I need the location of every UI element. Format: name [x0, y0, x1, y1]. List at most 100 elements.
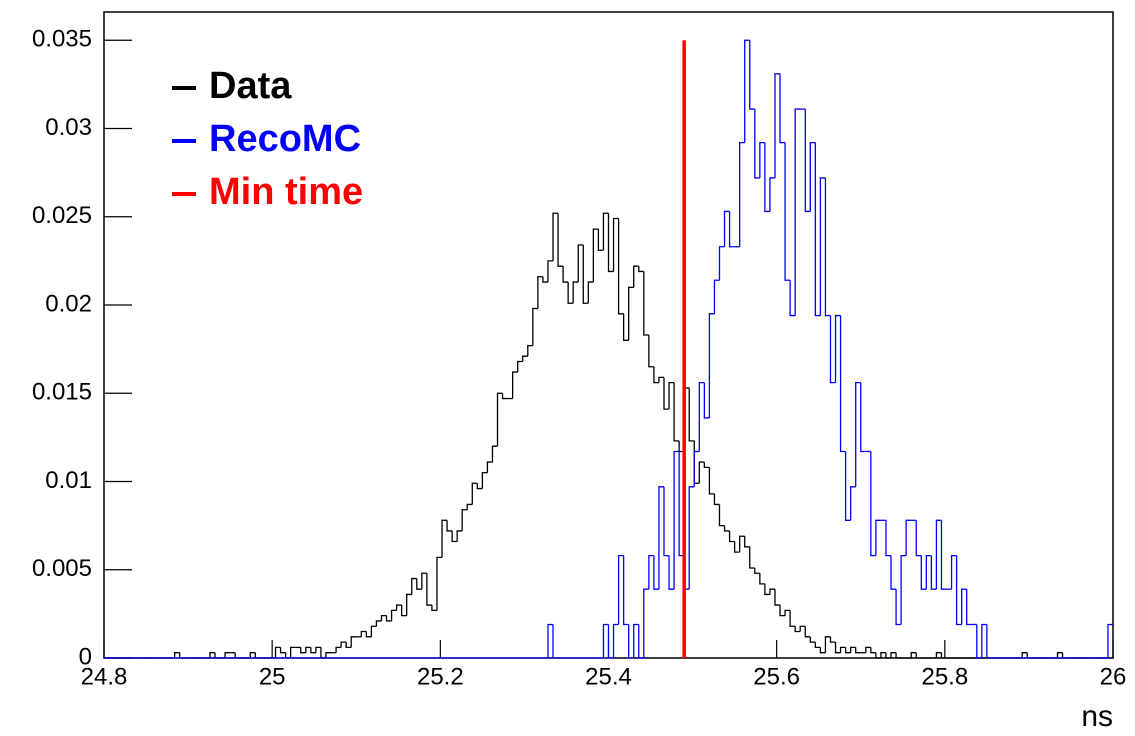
histogram-bin — [955, 555, 962, 626]
legend-label: RecoMC — [209, 118, 361, 160]
y-tick-label: 0.005 — [32, 555, 92, 582]
histogram-bin — [915, 520, 922, 557]
histogram-bin — [522, 355, 528, 362]
histogram-bin — [794, 108, 801, 316]
histogram-bin — [607, 213, 614, 273]
histogram-bin — [910, 652, 917, 658]
histogram-bin — [663, 377, 670, 410]
histogram-bin — [622, 313, 629, 341]
histogram-bin — [617, 218, 624, 315]
histogram-bin — [350, 636, 357, 648]
histogram-bin — [688, 486, 695, 590]
legend-label: Min time — [209, 171, 363, 213]
x-tick-label: 25.2 — [417, 663, 464, 690]
histogram-bin — [940, 520, 947, 590]
x-tick-label: 25.6 — [753, 663, 800, 690]
histogram-bin — [537, 276, 543, 309]
histogram-bin — [733, 541, 740, 553]
histogram-bin — [774, 589, 781, 606]
histogram-bin — [612, 217, 619, 272]
histogram-bin — [335, 646, 342, 653]
histogram-bin — [1026, 652, 1033, 659]
histogram-bin — [360, 630, 367, 637]
histogram-bin — [764, 583, 770, 596]
histogram-bin — [648, 554, 654, 590]
histogram-bin — [754, 567, 760, 574]
histogram-bin — [290, 646, 296, 658]
histogram-bin — [284, 652, 291, 659]
histogram-bin — [607, 624, 614, 659]
histogram-bin — [754, 109, 760, 179]
histogram-bin — [466, 503, 473, 510]
histogram-bin — [279, 647, 286, 654]
histogram-bin — [870, 647, 876, 654]
histogram-bin — [723, 210, 730, 247]
histogram-bin — [703, 462, 710, 469]
histogram-bin — [587, 281, 594, 304]
histogram-bin — [981, 623, 987, 658]
histogram-bin — [844, 451, 851, 521]
histogram-bin — [456, 530, 463, 542]
histogram-bin — [668, 555, 675, 590]
histogram-bin — [602, 623, 609, 658]
histogram-bin — [880, 652, 886, 658]
histogram-bin — [491, 445, 498, 463]
histogram-bin — [708, 313, 715, 418]
histogram-bin — [421, 572, 427, 590]
y-tick-label: 0 — [79, 643, 92, 670]
histogram-bin — [668, 382, 675, 410]
histogram-bin — [658, 486, 664, 590]
histogram-bin — [713, 279, 720, 314]
histogram-bin — [173, 652, 180, 658]
histogram-bin — [890, 555, 897, 590]
histogram-bin — [653, 366, 659, 384]
histogram-bin — [703, 382, 710, 419]
histogram-bin — [834, 642, 841, 654]
histogram-bin — [416, 578, 422, 590]
histogram-bin — [855, 382, 861, 487]
histogram-bin — [814, 642, 821, 649]
histogram-bin — [562, 266, 569, 283]
histogram-bin — [875, 519, 881, 556]
histogram-bin — [749, 546, 755, 569]
histogram-bin — [557, 213, 564, 267]
histogram-bin — [834, 314, 841, 383]
histogram-bin — [542, 276, 548, 283]
histogram-bin — [814, 142, 821, 317]
histogram-bin — [547, 260, 554, 283]
histogram-bin — [855, 647, 861, 654]
histogram-bin — [829, 636, 836, 643]
histogram-bin — [224, 652, 231, 658]
histogram-bin — [688, 387, 695, 442]
histogram-bin — [648, 335, 654, 368]
histogram-bin — [395, 604, 402, 611]
histogram-bin — [547, 623, 554, 658]
histogram-bin — [885, 520, 892, 557]
histogram-bin — [809, 636, 816, 643]
histogram-bin — [653, 555, 659, 590]
x-tick-label: 24.8 — [81, 663, 128, 690]
y-tick-label: 0.035 — [32, 26, 92, 53]
histogram-bin — [481, 472, 488, 489]
histogram-bin — [320, 647, 326, 659]
histogram-bin — [966, 589, 972, 626]
histogram-bin — [249, 652, 256, 658]
histogram-bin — [850, 646, 856, 653]
histogram-bin — [718, 246, 725, 281]
histogram-bin — [305, 646, 311, 653]
legend-label: Data — [209, 65, 292, 107]
histogram-bin — [819, 177, 826, 316]
histogram-bin — [401, 605, 407, 617]
histogram-bin — [385, 615, 392, 622]
histogram-bin — [895, 589, 902, 626]
histogram-bin — [890, 652, 897, 658]
histogram-bin — [617, 554, 624, 625]
histogram-bin — [602, 212, 609, 251]
histogram-bin — [950, 554, 957, 590]
histogram-bin — [749, 40, 755, 110]
histogram-bin — [254, 652, 261, 659]
histogram-bin — [794, 626, 801, 633]
histogram-bin — [744, 536, 750, 548]
histogram-bin — [461, 509, 468, 531]
